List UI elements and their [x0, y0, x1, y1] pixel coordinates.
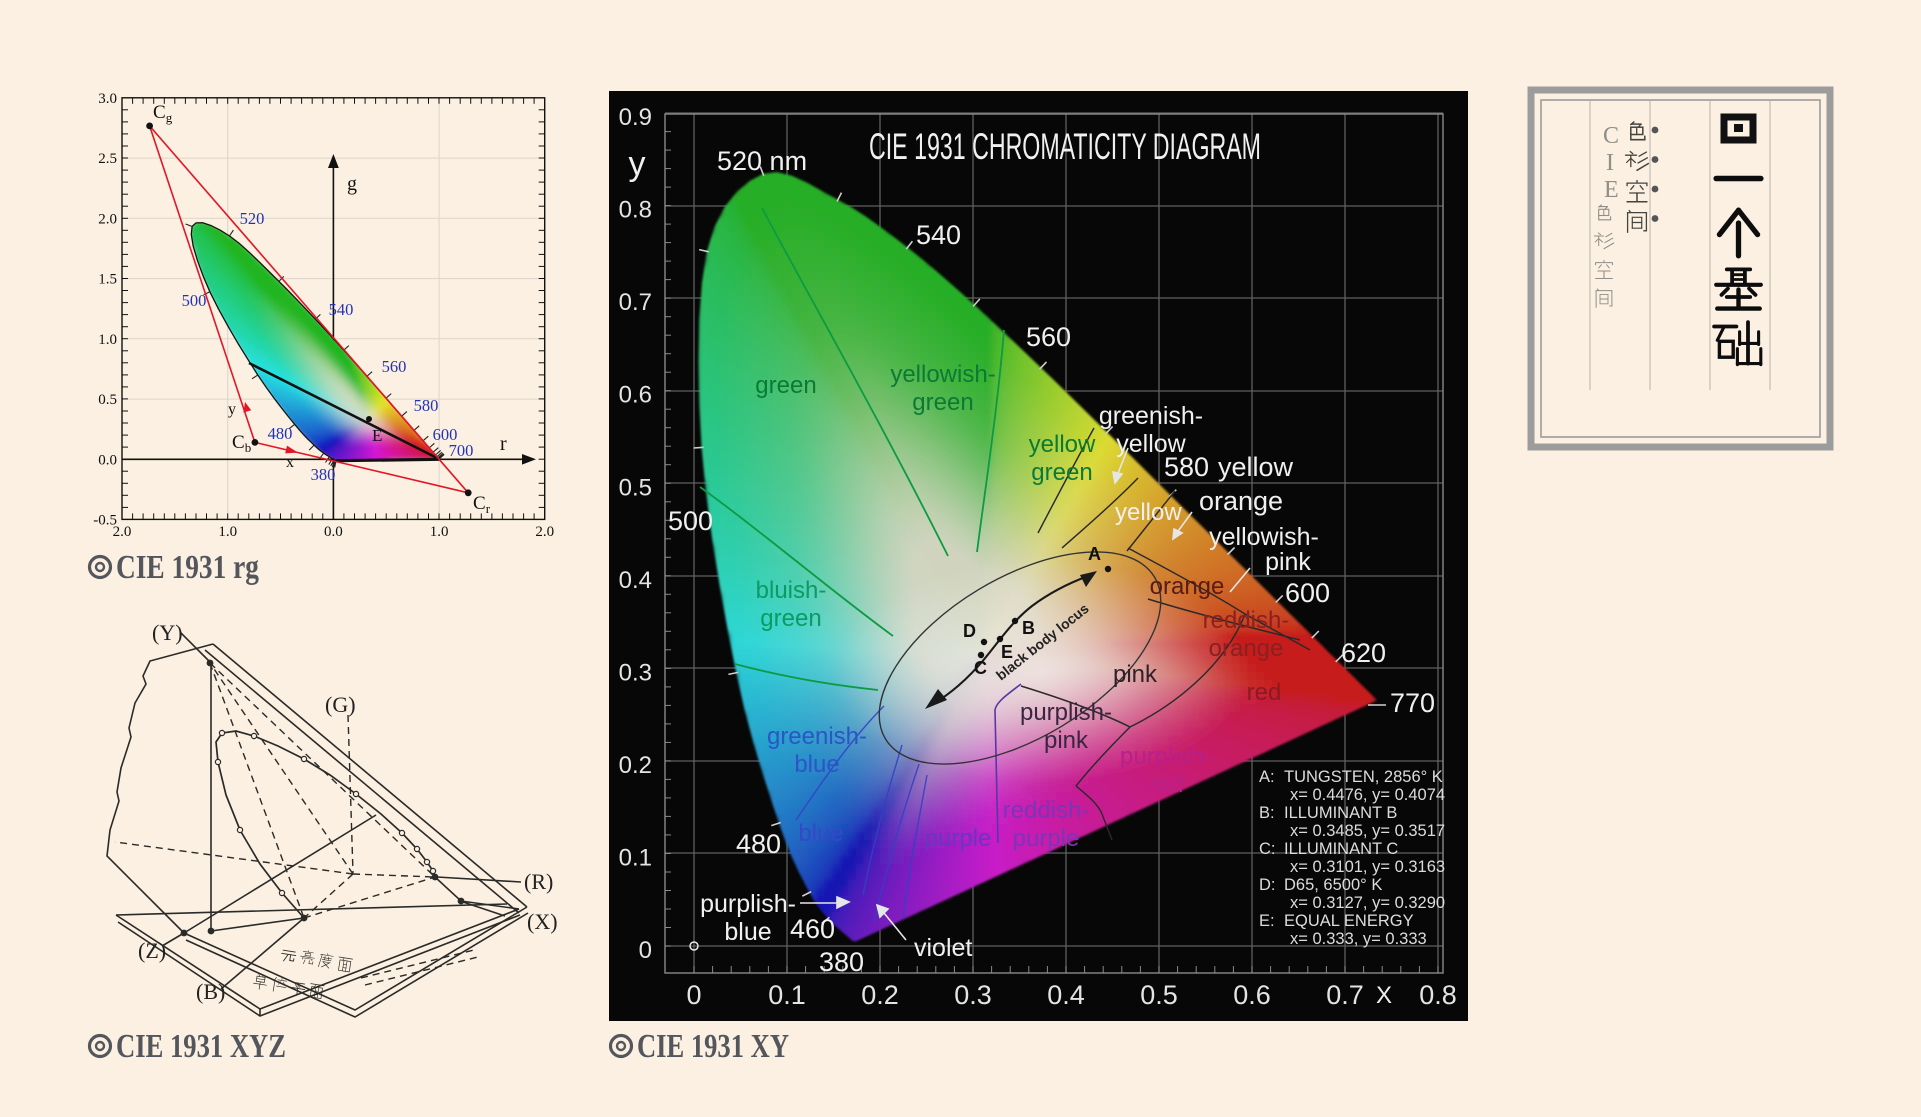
svg-text:red: red — [1149, 771, 1184, 798]
svg-text:purplish-: purplish- — [700, 890, 796, 918]
svg-text:orange: orange — [1150, 573, 1225, 600]
svg-text:0.5: 0.5 — [619, 474, 652, 501]
svg-text:0.4: 0.4 — [619, 567, 652, 594]
svg-text:500: 500 — [668, 506, 713, 536]
svg-text:pink: pink — [1044, 727, 1089, 754]
svg-text:x= 0.3101, y= 0.3163: x= 0.3101, y= 0.3163 — [1290, 858, 1445, 876]
svg-text:orange: orange — [1209, 635, 1284, 662]
svg-text:B: B — [1022, 618, 1035, 638]
svg-text:0: 0 — [639, 937, 652, 964]
svg-text:0: 0 — [686, 980, 701, 1010]
svg-text:green: green — [755, 372, 816, 399]
svg-text:TUNGSTEN, 2856° K: TUNGSTEN, 2856° K — [1284, 768, 1443, 786]
svg-text:0.8: 0.8 — [619, 197, 652, 224]
svg-text:bluish-: bluish- — [756, 577, 827, 604]
svg-text:0.7: 0.7 — [1326, 980, 1364, 1010]
svg-text:770: 770 — [1390, 688, 1435, 718]
svg-text:600: 600 — [1285, 578, 1330, 608]
svg-text:0.1: 0.1 — [768, 980, 806, 1010]
svg-text:purple: purple — [1013, 825, 1080, 852]
svg-text:B:: B: — [1259, 804, 1275, 822]
svg-text:C:: C: — [1259, 840, 1276, 858]
svg-text:0.4: 0.4 — [1047, 980, 1085, 1010]
svg-text:C: C — [974, 658, 987, 678]
svg-text:purplish-: purplish- — [1120, 743, 1212, 770]
svg-text:green: green — [760, 605, 821, 632]
svg-text:purple: purple — [925, 825, 992, 852]
svg-text:EQUAL ENERGY: EQUAL ENERGY — [1284, 912, 1414, 930]
svg-text:yellowish-: yellowish- — [890, 361, 995, 388]
svg-text:D: D — [963, 621, 976, 641]
svg-text:purplish-: purplish- — [1020, 699, 1112, 726]
svg-text:reddish-: reddish- — [1203, 607, 1290, 634]
svg-text:A:: A: — [1259, 768, 1275, 786]
svg-text:y: y — [629, 145, 646, 183]
svg-text:540: 540 — [916, 220, 961, 250]
svg-text:blue: blue — [794, 751, 839, 778]
svg-text:yellow: yellow — [1116, 430, 1186, 458]
svg-text:pink: pink — [1265, 548, 1311, 576]
svg-text:x= 0.333, y= 0.333: x= 0.333, y= 0.333 — [1290, 930, 1427, 948]
svg-text:yellow: yellow — [1115, 499, 1182, 526]
svg-text:x= 0.3485, y= 0.3517: x= 0.3485, y= 0.3517 — [1290, 822, 1445, 840]
svg-text:0.9: 0.9 — [619, 104, 652, 131]
svg-text:380: 380 — [819, 947, 864, 977]
svg-text:ILLUMINANT C: ILLUMINANT C — [1284, 840, 1398, 858]
svg-text:yellow: yellow — [1218, 452, 1294, 482]
svg-text:0.8: 0.8 — [1419, 980, 1457, 1010]
svg-text:CIE 1931 CHROMATICITY DIAGRAM: CIE 1931 CHROMATICITY DIAGRAM — [869, 126, 1261, 167]
svg-text:0.2: 0.2 — [619, 752, 652, 779]
svg-text:yellow: yellow — [1029, 431, 1096, 458]
svg-text:0.6: 0.6 — [1233, 980, 1271, 1010]
svg-text:620: 620 — [1341, 638, 1386, 668]
svg-text:0.5: 0.5 — [1140, 980, 1178, 1010]
svg-text:460: 460 — [790, 914, 835, 944]
svg-text:E:: E: — [1259, 912, 1275, 930]
svg-text:green: green — [1031, 459, 1092, 486]
svg-text:blue: blue — [798, 820, 843, 847]
svg-text:520 nm: 520 nm — [717, 146, 807, 176]
svg-text:0.2: 0.2 — [861, 980, 899, 1010]
svg-text:x= 0.3127, y= 0.3290: x= 0.3127, y= 0.3290 — [1290, 894, 1445, 912]
svg-text:0.7: 0.7 — [619, 289, 652, 316]
svg-text:ILLUMINANT B: ILLUMINANT B — [1284, 804, 1397, 822]
svg-text:pink: pink — [1113, 661, 1158, 688]
svg-text:reddish-: reddish- — [1003, 797, 1090, 824]
svg-text:green: green — [912, 389, 973, 416]
svg-text:x= 0.4476, y= 0.4074: x= 0.4476, y= 0.4074 — [1290, 786, 1445, 804]
svg-text:A: A — [1088, 544, 1101, 564]
svg-text:greenish-: greenish- — [1099, 402, 1203, 430]
svg-text:0.1: 0.1 — [619, 844, 652, 871]
svg-text:0.3: 0.3 — [954, 980, 992, 1010]
svg-text:red: red — [1247, 679, 1282, 706]
svg-text:D65, 6500° K: D65, 6500° K — [1284, 876, 1382, 894]
svg-text:violet: violet — [914, 934, 972, 962]
svg-text:X: X — [1376, 982, 1392, 1009]
svg-text:greenish-: greenish- — [767, 723, 867, 750]
svg-text:orange: orange — [1199, 486, 1283, 516]
svg-text:0.6: 0.6 — [619, 382, 652, 409]
svg-text:560: 560 — [1026, 322, 1071, 352]
svg-text:0.3: 0.3 — [619, 659, 652, 686]
svg-text:D:: D: — [1259, 876, 1276, 894]
svg-text:yellowish-: yellowish- — [1209, 523, 1319, 551]
svg-text:480: 480 — [736, 829, 781, 859]
svg-text:blue: blue — [724, 918, 771, 946]
